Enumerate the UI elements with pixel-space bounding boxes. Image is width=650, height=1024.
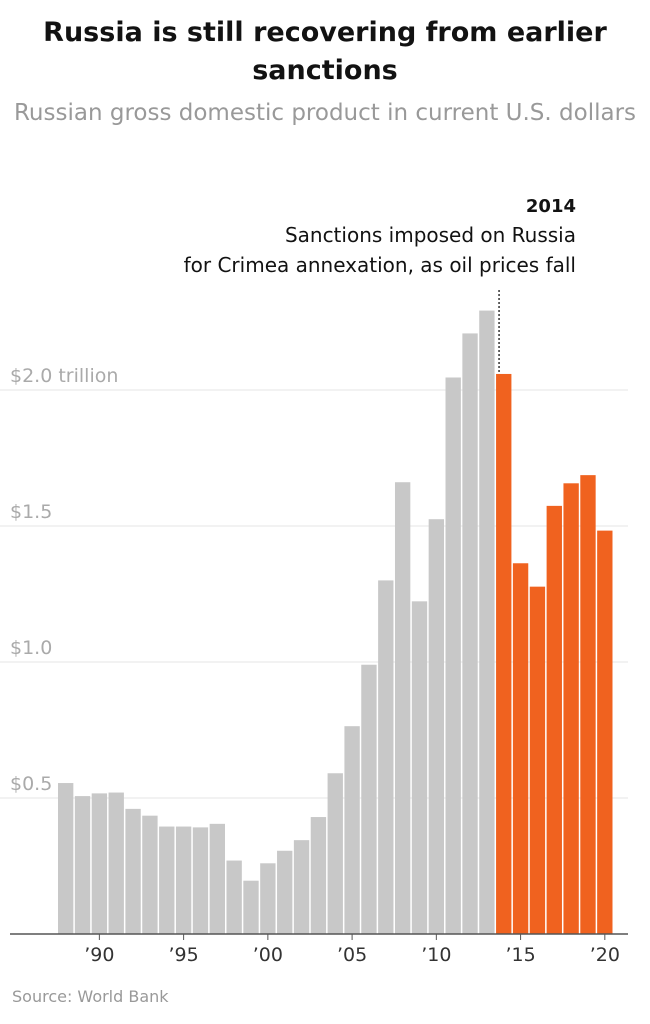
bar-2014: [496, 373, 512, 934]
bar-1997: [209, 823, 225, 934]
bar-1992: [125, 808, 141, 934]
bar-1995: [175, 826, 192, 934]
x-tick-label-4: ’10: [421, 944, 451, 966]
bar-2018: [563, 483, 579, 934]
bar-2015: [512, 563, 529, 934]
chart-title: Russia is still recovering from earlier …: [43, 17, 607, 86]
bar-1991: [108, 792, 124, 934]
bar-2013: [479, 310, 495, 935]
bar-2001: [277, 850, 293, 934]
y-tick-label-1: $1.0: [10, 637, 52, 659]
annotation-year: 2014: [526, 196, 576, 217]
annotation-text-line-1: for Crimea annexation, as oil prices fal…: [184, 253, 576, 277]
x-tick-label-5: ’15: [505, 944, 535, 966]
bar-2003: [310, 817, 327, 934]
bar-2006: [361, 664, 377, 934]
y-tick-label-3: $2.0 trillion: [10, 365, 118, 387]
bar-2007: [378, 580, 394, 934]
x-tick-label-2: ’00: [253, 944, 283, 966]
chart-subtitle: Russian gross domestic product in curren…: [13, 100, 637, 126]
bar-1988: [58, 783, 74, 934]
x-axis-ticks: ’90 ’95 ’00 ’05 ’10 ’15 ’20: [84, 934, 620, 966]
y-tick-label-2: $1.5: [10, 501, 52, 523]
bar-2011: [445, 377, 461, 934]
bar-1990: [91, 793, 108, 934]
bar-2005: [344, 726, 360, 934]
bar-2004: [327, 773, 343, 934]
bar-2008: [394, 482, 411, 934]
bars: [10, 310, 628, 935]
bar-2012: [462, 333, 478, 934]
bar-2016: [529, 586, 546, 934]
annotation: 2014 Sanctions imposed on Russia for Crime…: [184, 196, 576, 372]
x-tick-label-0: ’90: [84, 944, 114, 966]
bar-1989: [74, 796, 91, 934]
y-tick-label-0: $0.5: [10, 773, 52, 795]
bar-1994: [159, 826, 175, 934]
bar-2019: [580, 475, 596, 934]
bar-2002: [293, 840, 310, 934]
bar-2000: [260, 863, 276, 934]
bar-2009: [411, 601, 428, 934]
bar-1996: [192, 827, 209, 934]
x-tick-label-3: ’05: [337, 944, 367, 966]
bar-2017: [546, 505, 562, 934]
bar-1998: [226, 860, 242, 934]
source-note: Source: World Bank: [12, 987, 169, 1006]
x-tick-label-6: ’20: [590, 944, 620, 966]
y-axis-ticks: $0.5 $1.0 $1.5 $2.0 trillion: [10, 365, 118, 795]
bar-2020: [597, 530, 613, 934]
x-tick-label-1: ’95: [169, 944, 199, 966]
bar-1999: [243, 880, 259, 934]
bar-2010: [428, 519, 445, 934]
bar-1993: [142, 815, 158, 934]
annotation-text-line-0: Sanctions imposed on Russia: [285, 223, 576, 247]
